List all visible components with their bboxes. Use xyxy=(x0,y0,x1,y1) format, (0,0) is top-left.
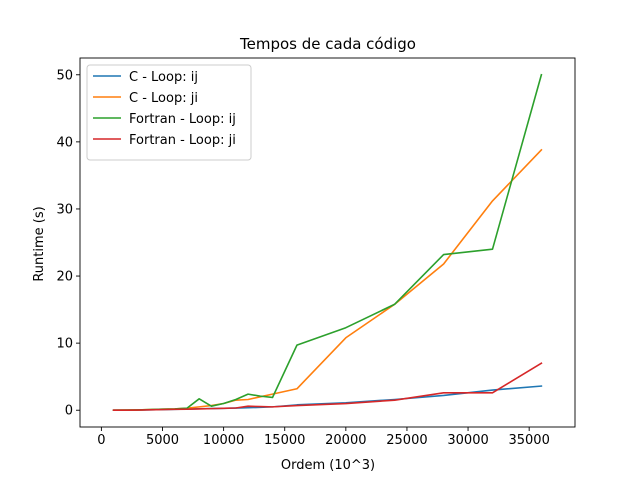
legend-label: C - Loop: ji xyxy=(129,91,198,106)
legend-box xyxy=(86,64,252,161)
series-line-2 xyxy=(112,148,543,412)
chart-title: Tempos de cada código xyxy=(239,35,416,53)
plot-area: 0 5000 10000 15000 20000 25000 30000 35000 0 10 20… xyxy=(56,57,576,448)
x-tick-label: 5000 xyxy=(146,433,179,448)
y-tick-label: 20 xyxy=(56,270,73,285)
y-tick-label: 30 xyxy=(56,202,73,217)
legend: C - Loop: ij C - Loop: ji Fortran - Loop: … xyxy=(86,64,252,161)
y-tick-label: 10 xyxy=(56,337,73,352)
legend-label: C - Loop: ij xyxy=(129,70,198,85)
x-tick-label: 35000 xyxy=(508,433,549,448)
y-tick-label: 50 xyxy=(56,68,73,83)
x-tick-label: 20000 xyxy=(325,433,366,448)
x-tick-label: 25000 xyxy=(386,433,427,448)
y-tick-label: 40 xyxy=(56,135,73,150)
plot-frame xyxy=(79,57,576,428)
legend-label: Fortran - Loop: ij xyxy=(129,112,236,127)
y-tick-label: 0 xyxy=(65,404,73,419)
series-line-4 xyxy=(112,362,543,412)
y-axis-label: Runtime (s) xyxy=(32,206,47,281)
x-tick-label: 10000 xyxy=(203,433,244,448)
x-tick-label: 15000 xyxy=(264,433,305,448)
series-line-1 xyxy=(112,385,543,412)
x-axis-label: Ordem (10^3) xyxy=(281,458,375,473)
x-tick-label: 0 xyxy=(97,433,105,448)
x-tick-label: 30000 xyxy=(447,433,488,448)
legend-label: Fortran - Loop: ji xyxy=(129,133,236,148)
